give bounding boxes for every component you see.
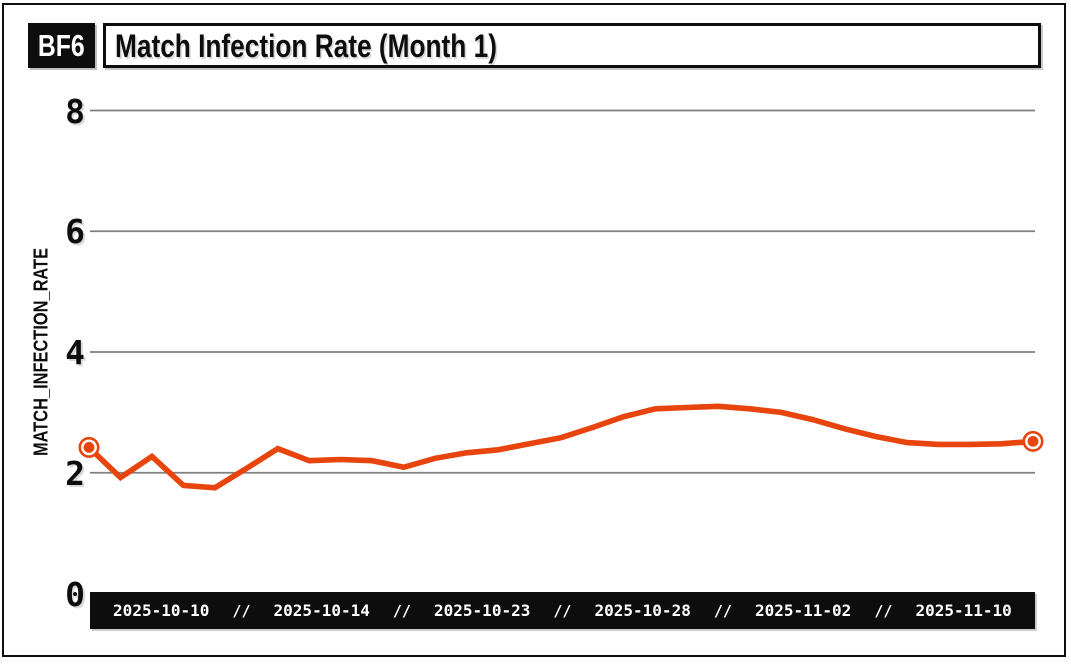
x-tick-label: 2025-11-02 [754,601,852,620]
chart-title-box: Match Infection Rate (Month 1) [103,23,1041,68]
x-tick-separator: // [874,601,893,620]
start-point-marker [78,436,100,458]
chart-title: Match Infection Rate (Month 1) [115,27,497,64]
bf6-badge: BF6 [28,23,95,68]
y-tick-label: 0 [65,574,85,614]
x-tick-label: 2025-10-23 [434,601,531,620]
y-tick-label: 8 [65,91,85,131]
x-tick-separator: // [392,601,411,620]
x-tick-label: 2025-10-28 [594,601,691,620]
y-tick-label: 4 [65,333,85,372]
end-point-marker [1022,430,1044,452]
x-tick-label: 2025-10-10 [113,601,210,620]
x-tick-separator: // [553,601,572,620]
x-tick-separator: // [713,601,732,620]
badge-label: BF6 [38,28,85,63]
y-tick-label: 6 [65,212,85,252]
y-tick-label: 2 [65,453,85,493]
x-tick-separator: // [232,601,251,620]
x-axis-bar: 2025-10-10 // 2025-10-14 // 2025-10-23 // 2025… [90,592,1035,629]
x-tick-label: 2025-11-10 [915,601,1012,620]
x-tick-label: 2025-10-14 [273,601,370,620]
infection-rate-line [87,403,1034,491]
